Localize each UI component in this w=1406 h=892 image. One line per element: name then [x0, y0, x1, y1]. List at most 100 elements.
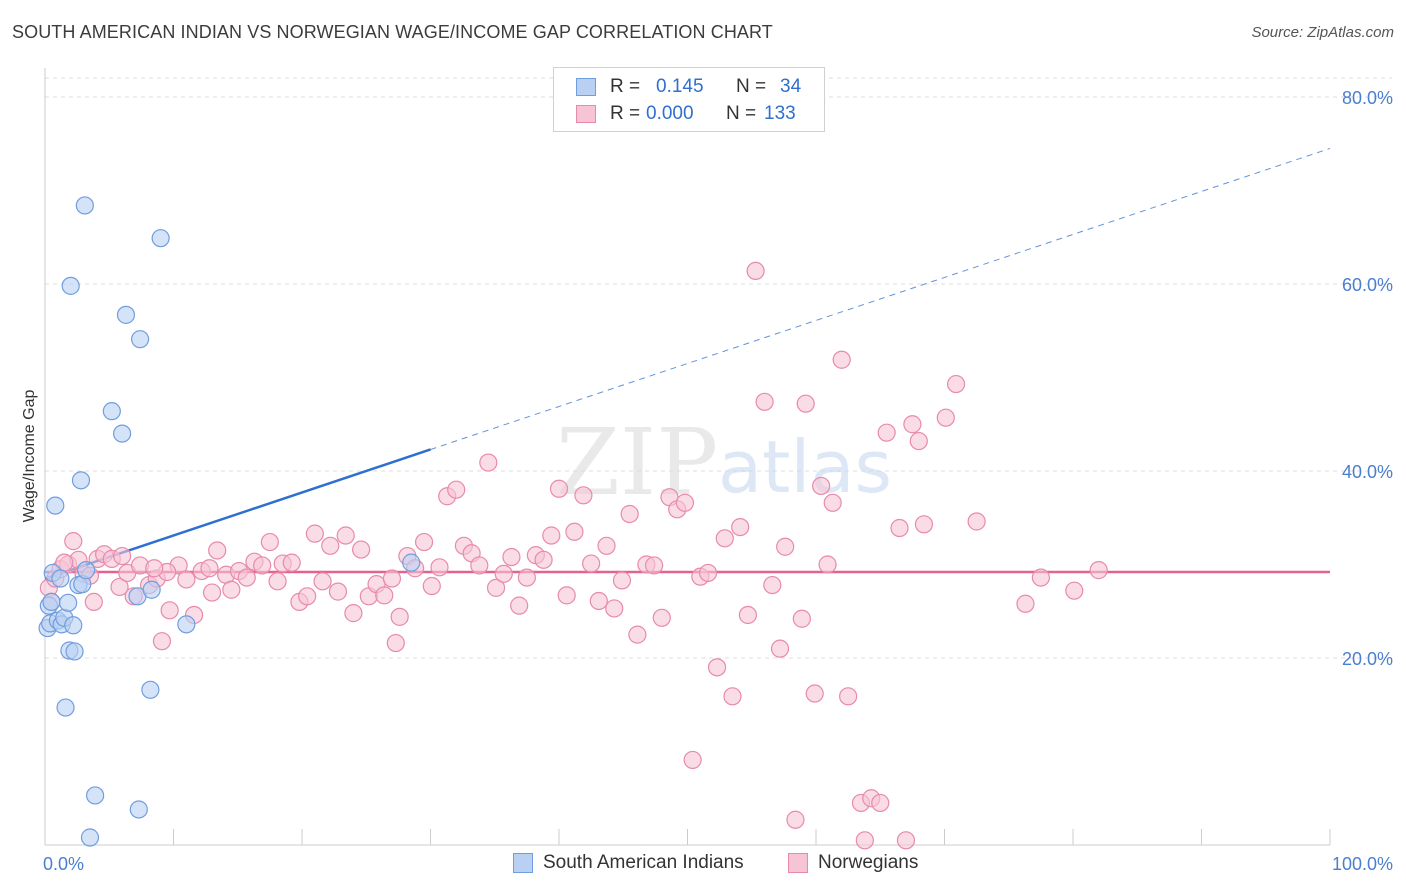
point-norwegians [1016, 594, 1035, 613]
point-norwegians [605, 599, 624, 618]
point-norwegians [352, 540, 371, 559]
point-norwegians [208, 541, 227, 560]
point-south-american-indians [61, 276, 80, 295]
y-tick-label: 60.0% [1342, 275, 1393, 295]
point-norwegians [386, 633, 405, 653]
point-norwegians [597, 536, 616, 555]
point-norwegians [792, 609, 811, 628]
point-south-american-indians [151, 229, 170, 248]
point-norwegians [328, 582, 348, 601]
point-norwegians [763, 575, 782, 595]
point-south-american-indians [112, 424, 132, 443]
watermark-atlas: atlas [718, 425, 892, 509]
point-norwegians [776, 537, 795, 556]
point-norwegians [723, 687, 742, 706]
point-norwegians [305, 524, 324, 543]
point-norwegians [382, 569, 402, 588]
legend-r-label: R = [610, 76, 641, 97]
point-norwegians [839, 687, 858, 706]
point-norwegians [738, 605, 757, 625]
x-tick-label: 0.0% [43, 854, 84, 874]
point-norwegians [818, 555, 837, 574]
point-norwegians [479, 453, 498, 472]
point-norwegians [909, 431, 928, 451]
point-norwegians [222, 580, 241, 599]
legend-n-label: N = [736, 76, 767, 97]
point-south-american-indians [80, 828, 100, 847]
legend-item-norwegians[interactable]: Norwegians [788, 852, 918, 874]
point-norwegians [574, 486, 593, 505]
point-norwegians [896, 831, 916, 850]
point-norwegians [422, 576, 441, 596]
point-norwegians [517, 568, 536, 587]
point-south-american-indians [116, 305, 136, 324]
point-norwegians [152, 632, 172, 651]
point-norwegians [390, 607, 409, 626]
point-south-american-indians [177, 615, 196, 634]
point-norwegians [628, 625, 647, 644]
point-norwegians [967, 512, 986, 531]
point-norwegians [542, 526, 561, 545]
point-norwegians [620, 504, 639, 524]
point-norwegians [414, 532, 434, 552]
point-norwegians [447, 480, 466, 499]
point-norwegians [890, 518, 909, 538]
point-norwegians [160, 601, 179, 620]
point-norwegians [589, 591, 608, 611]
point-south-american-indians [141, 680, 160, 699]
point-norwegians [746, 261, 765, 281]
point-norwegians [805, 684, 824, 703]
point-norwegians [1065, 581, 1084, 600]
point-norwegians [430, 558, 449, 577]
point-south-american-indians [77, 561, 96, 580]
point-norwegians [796, 394, 815, 413]
axes [44, 68, 1331, 846]
point-norwegians [832, 350, 851, 369]
point-norwegians [675, 493, 695, 512]
legend-n-value: 34 [780, 76, 802, 97]
legend-swatch-blue [513, 853, 533, 873]
point-south-american-indians [56, 698, 75, 717]
point-norwegians [731, 517, 750, 537]
y-axis-label: Wage/Income Gap [21, 390, 38, 523]
point-norwegians [1031, 568, 1050, 587]
point-south-american-indians [142, 580, 161, 599]
point-norwegians [253, 556, 272, 575]
legend-item-south-american-indians[interactable]: South American Indians [513, 852, 744, 874]
legend-label: South American Indians [543, 852, 744, 873]
point-norwegians [855, 831, 874, 850]
point-south-american-indians [75, 196, 94, 215]
trend-line-extension [430, 147, 1331, 450]
point-norwegians [715, 529, 734, 548]
data-points [38, 196, 1108, 850]
point-norwegians [946, 374, 966, 394]
y-tick-label: 80.0% [1342, 88, 1393, 108]
legend-r-label: R = [610, 103, 641, 124]
y-tick-label: 20.0% [1342, 649, 1393, 669]
chart-title: SOUTH AMERICAN INDIAN VS NORWEGIAN WAGE/… [12, 22, 773, 42]
point-norwegians [871, 793, 890, 813]
point-south-american-indians [42, 592, 61, 612]
legend-n-value: 133 [764, 103, 796, 124]
point-norwegians [534, 550, 553, 569]
point-norwegians [683, 750, 702, 770]
point-norwegians [903, 415, 922, 434]
x-tick-label: 100.0% [1332, 854, 1393, 874]
point-norwegians [582, 554, 601, 573]
point-norwegians [298, 587, 317, 606]
point-norwegians [344, 604, 363, 623]
point-norwegians [755, 392, 774, 411]
point-norwegians [375, 586, 394, 605]
source-label: Source: ZipAtlas.com [1251, 24, 1394, 41]
point-norwegians [486, 578, 506, 597]
tick-labels: 20.0% 40.0% 60.0% 80.0% 0.0% 100.0% Wage/Incom… [21, 88, 1393, 874]
point-norwegians [812, 476, 831, 496]
point-south-american-indians [402, 553, 421, 572]
point-norwegians [612, 571, 632, 590]
point-norwegians [936, 408, 955, 427]
point-norwegians [644, 556, 664, 575]
point-norwegians [268, 572, 287, 591]
point-norwegians [321, 536, 340, 555]
point-south-american-indians [59, 593, 78, 612]
